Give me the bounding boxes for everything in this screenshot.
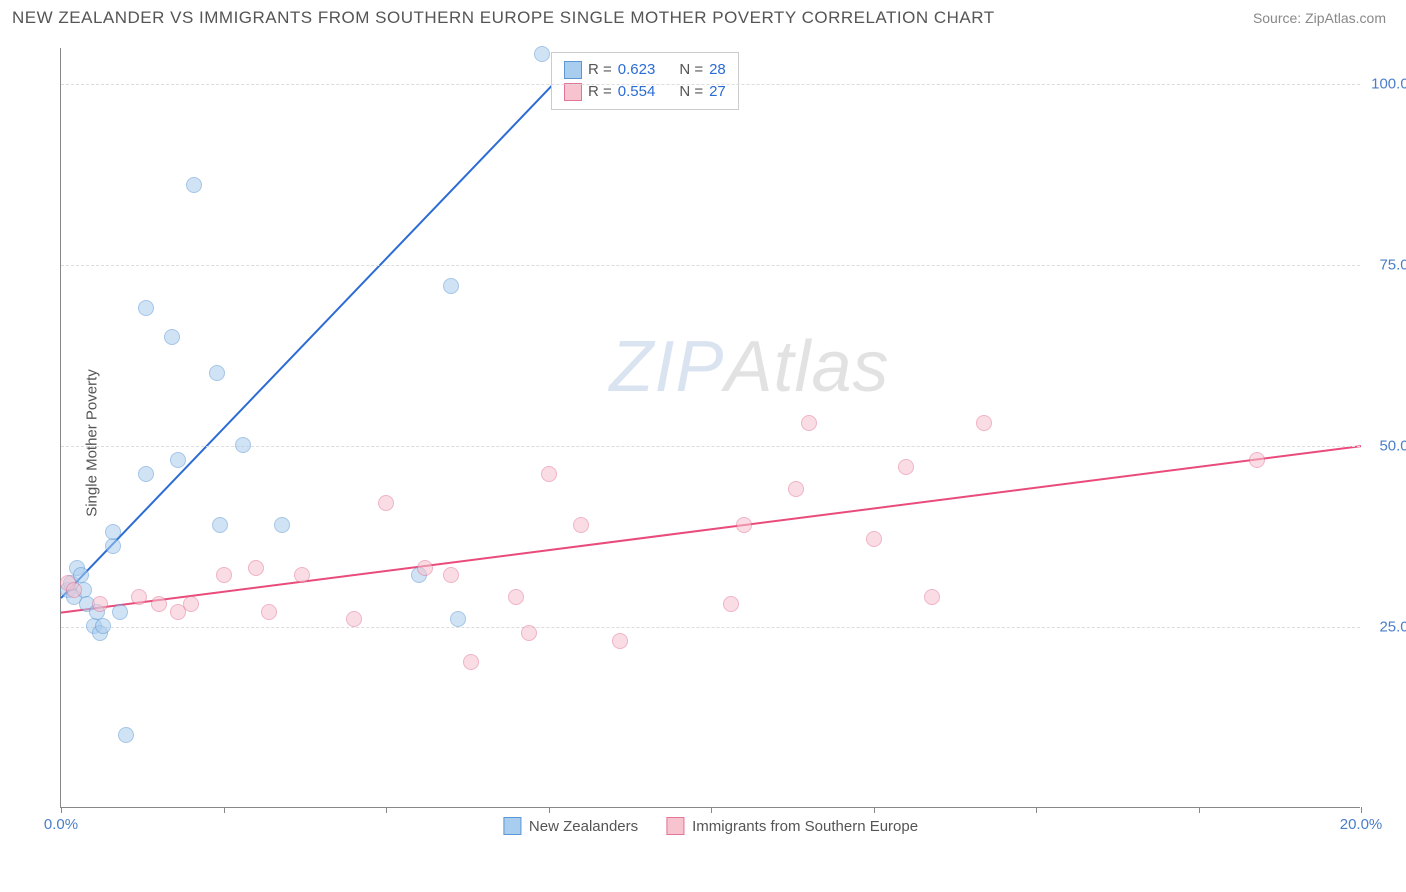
bottom-legend: New Zealanders Immigrants from Southern … — [503, 817, 918, 835]
data-point — [976, 415, 992, 431]
data-point — [1249, 452, 1265, 468]
chart-container: Single Mother Poverty ZIPAtlas R = 0.623… — [48, 38, 1378, 848]
data-point — [508, 589, 524, 605]
stats-legend-row: R = 0.623N = 28 — [564, 59, 726, 81]
watermark: ZIPAtlas — [609, 326, 889, 408]
data-point — [534, 46, 550, 62]
data-point — [95, 618, 111, 634]
data-point — [138, 300, 154, 316]
data-point — [924, 589, 940, 605]
data-point — [164, 329, 180, 345]
x-tick — [1036, 807, 1037, 813]
data-point — [216, 567, 232, 583]
data-point — [209, 365, 225, 381]
x-tick — [1361, 807, 1362, 813]
swatch-icon — [564, 83, 582, 101]
data-point — [450, 611, 466, 627]
data-point — [788, 481, 804, 497]
y-tick-label: 50.0% — [1379, 438, 1406, 455]
data-point — [612, 633, 628, 649]
swatch-new-zealanders — [503, 817, 521, 835]
y-tick-label: 25.0% — [1379, 619, 1406, 636]
data-point — [151, 596, 167, 612]
x-tick — [711, 807, 712, 813]
data-point — [346, 611, 362, 627]
data-point — [736, 517, 752, 533]
trend-line — [61, 446, 1361, 612]
swatch-southern-europe — [666, 817, 684, 835]
data-point — [521, 625, 537, 641]
legend-item-southern-europe: Immigrants from Southern Europe — [666, 817, 918, 835]
gridline — [61, 627, 1360, 628]
data-point — [170, 452, 186, 468]
chart-source: Source: ZipAtlas.com — [1253, 10, 1386, 26]
gridline — [61, 446, 1360, 447]
gridline — [61, 265, 1360, 266]
trend-lines-svg — [61, 48, 1361, 808]
chart-title: NEW ZEALANDER VS IMMIGRANTS FROM SOUTHER… — [12, 8, 995, 28]
plot-area: ZIPAtlas R = 0.623N = 28R = 0.554N = 27 … — [60, 48, 1360, 808]
gridline — [61, 84, 1360, 85]
data-point — [118, 727, 134, 743]
data-point — [131, 589, 147, 605]
data-point — [183, 596, 199, 612]
data-point — [66, 582, 82, 598]
data-point — [186, 177, 202, 193]
data-point — [541, 466, 557, 482]
swatch-icon — [564, 61, 582, 79]
data-point — [274, 517, 290, 533]
data-point — [723, 596, 739, 612]
data-point — [235, 437, 251, 453]
y-tick-label: 100.0% — [1371, 76, 1406, 93]
x-tick — [1199, 807, 1200, 813]
legend-item-new-zealanders: New Zealanders — [503, 817, 638, 835]
trend-line — [61, 55, 581, 598]
x-tick — [386, 807, 387, 813]
data-point — [801, 415, 817, 431]
x-tick — [874, 807, 875, 813]
data-point — [443, 567, 459, 583]
data-point — [417, 560, 433, 576]
data-point — [573, 517, 589, 533]
chart-header: NEW ZEALANDER VS IMMIGRANTS FROM SOUTHER… — [0, 0, 1406, 34]
y-tick-label: 75.0% — [1379, 257, 1406, 274]
stats-legend: R = 0.623N = 28R = 0.554N = 27 — [551, 52, 739, 110]
data-point — [105, 538, 121, 554]
data-point — [112, 604, 128, 620]
data-point — [248, 560, 264, 576]
x-tick-label: 20.0% — [1340, 816, 1383, 833]
data-point — [138, 466, 154, 482]
x-tick — [224, 807, 225, 813]
data-point — [378, 495, 394, 511]
data-point — [443, 278, 459, 294]
data-point — [261, 604, 277, 620]
data-point — [92, 596, 108, 612]
data-point — [105, 524, 121, 540]
x-tick — [549, 807, 550, 813]
data-point — [866, 531, 882, 547]
x-tick — [61, 807, 62, 813]
data-point — [294, 567, 310, 583]
x-tick-label: 0.0% — [44, 816, 78, 833]
data-point — [898, 459, 914, 475]
data-point — [463, 654, 479, 670]
data-point — [212, 517, 228, 533]
